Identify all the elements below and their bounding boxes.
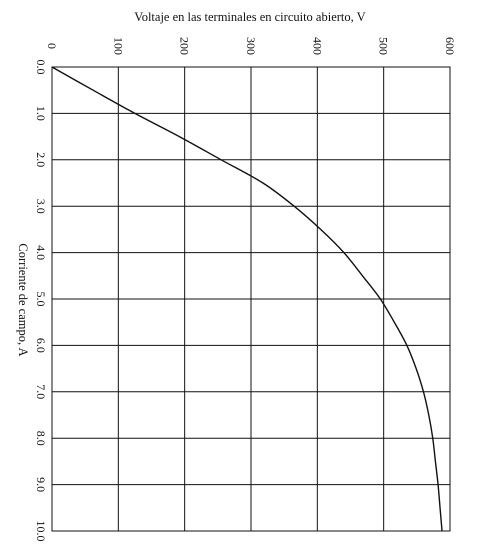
voltage-tick-label: 0	[45, 43, 59, 49]
magnetization-curve	[51, 66, 443, 532]
current-tick-label: 1.0	[34, 106, 48, 121]
voltage-tick-label: 200	[178, 37, 192, 55]
current-tick-label: 2.0	[34, 152, 48, 167]
current-tick-label: 0.0	[34, 60, 48, 75]
voltage-tick-label: 400	[310, 37, 324, 55]
current-tick-label: 6.0	[34, 338, 48, 353]
current-tick-label: 4.0	[34, 245, 48, 260]
current-tick-label: 3.0	[34, 199, 48, 214]
current-tick-label: 7.0	[34, 384, 48, 399]
grid	[51, 66, 451, 532]
current-tick-labels: 0.0 1.0 2.0 3.0 4.0 5.0 6.0 7.0 8.0 9.0 10.0	[34, 60, 48, 542]
current-tick-label: 8.0	[34, 431, 48, 446]
current-axis-title: Corriente de campo, A	[16, 243, 30, 356]
voltage-tick-label: 300	[244, 37, 258, 55]
voltage-tick-labels: 0 100 200 300 400 500 600	[45, 37, 457, 55]
voltage-tick-label: 500	[377, 37, 391, 55]
voltage-tick-label: 100	[111, 37, 125, 55]
voltage-axis-title: Voltaje en las terminales en circuito ab…	[134, 10, 365, 24]
current-tick-label: 9.0	[34, 477, 48, 492]
current-tick-label: 10.0	[34, 521, 48, 542]
voltage-tick-label: 600	[443, 37, 457, 55]
current-tick-label: 5.0	[34, 292, 48, 307]
